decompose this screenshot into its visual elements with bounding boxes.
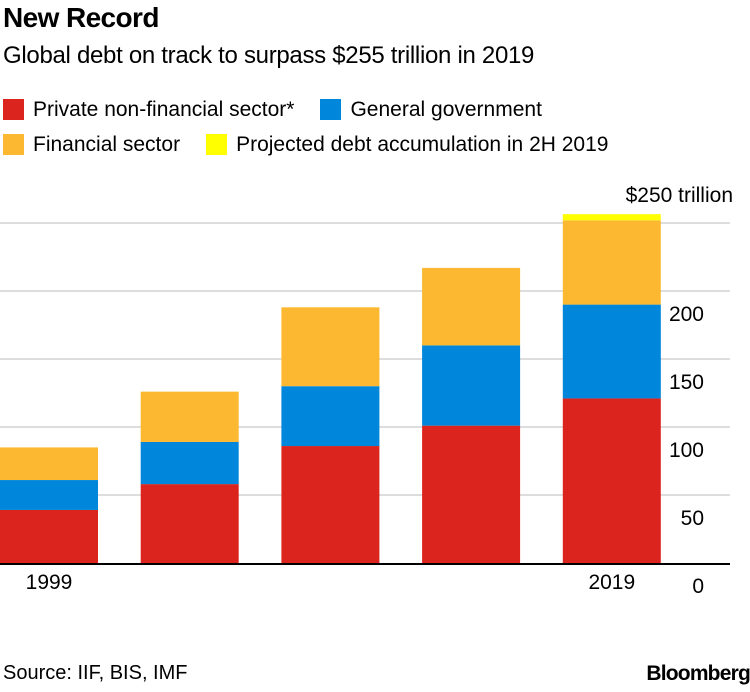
legend-label-financial: Financial sector xyxy=(33,132,181,156)
legend-item-financial: Financial sector xyxy=(3,133,180,157)
bar-segment xyxy=(422,267,521,346)
legend-item-private: Private non-financial sector* xyxy=(3,98,294,122)
bars xyxy=(0,214,661,563)
bar-segment xyxy=(140,484,239,563)
bar-group xyxy=(562,214,661,563)
bar-group xyxy=(0,447,98,563)
bar-group xyxy=(281,307,380,563)
bar-segment xyxy=(281,386,380,447)
x-tick-label: 2019 xyxy=(588,571,635,594)
y-tick-label: $250 trillion xyxy=(626,184,733,207)
bar-segment xyxy=(562,304,661,399)
legend-row: Private non-financial sector* General go… xyxy=(3,92,748,127)
y-tick-label: 200 xyxy=(669,303,704,326)
bar-segment xyxy=(281,446,380,563)
legend-row: Financial sector Projected debt accumula… xyxy=(3,127,748,162)
source-note: Source: IIF, BIS, IMF xyxy=(3,662,188,684)
legend-label-projected: Projected debt accumulation in 2H 2019 xyxy=(236,132,609,156)
legend-swatch-government xyxy=(320,99,342,120)
bar-segment xyxy=(562,220,661,305)
legend-swatch-private xyxy=(3,99,24,120)
y-tick-label: 150 xyxy=(669,371,704,394)
brand-logo: Bloomberg xyxy=(646,662,750,685)
bar-segment xyxy=(422,345,521,426)
legend-label-government: General government xyxy=(350,97,542,121)
legend-item-government: General government xyxy=(320,97,542,122)
chart-title: New Record xyxy=(3,2,159,33)
bar-group xyxy=(422,267,521,563)
legend-swatch-projected xyxy=(206,134,228,155)
bar-group xyxy=(140,391,239,563)
x-axis-labels: 1999 2019 xyxy=(26,571,636,594)
legend-item-projected: Projected debt accumulation in 2H 2019 xyxy=(206,133,608,157)
x-tick-label: 1999 xyxy=(26,571,73,594)
legend-swatch-financial xyxy=(3,134,24,155)
bar-segment xyxy=(0,480,98,510)
bar-segment xyxy=(0,509,98,563)
legend: Private non-financial sector* General go… xyxy=(3,92,748,162)
y-axis-labels: 0 50 100 150 200 $250 trillion xyxy=(626,184,733,598)
bar-segment xyxy=(140,391,239,442)
chart-subtitle: Global debt on track to surpass $255 tri… xyxy=(3,42,535,69)
legend-label-private: Private non-financial sector* xyxy=(33,97,295,121)
bar-segment xyxy=(422,425,521,563)
bar-segment xyxy=(140,441,239,485)
y-tick-label: 0 xyxy=(692,575,704,598)
bar-segment xyxy=(0,447,98,481)
bar-segment xyxy=(562,214,661,221)
y-tick-label: 100 xyxy=(669,439,704,462)
bar-segment xyxy=(562,398,661,563)
y-tick-label: 50 xyxy=(681,507,704,530)
bar-segment xyxy=(281,307,380,387)
